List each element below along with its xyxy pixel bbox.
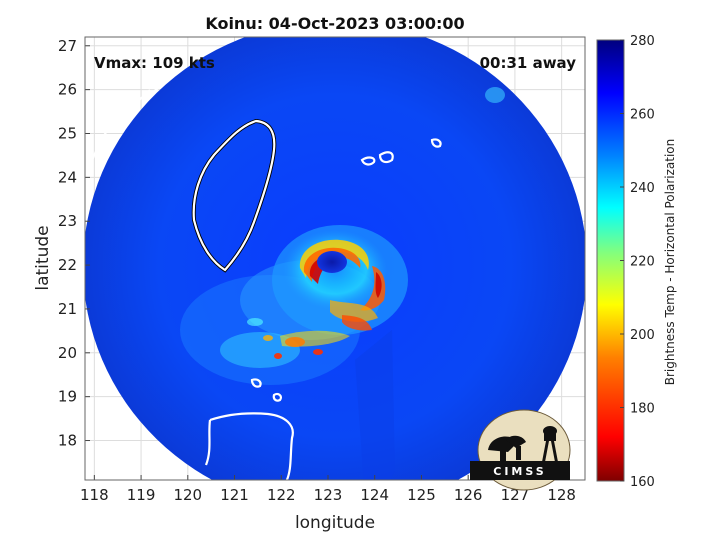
colorbar-tick-label: 200 bbox=[630, 328, 655, 343]
y-tick-label: 25 bbox=[58, 124, 77, 142]
brightness-temp-swath bbox=[85, 37, 585, 480]
x-tick-label: 121 bbox=[220, 486, 249, 504]
rainband-cell bbox=[313, 349, 323, 355]
x-axis: 118 119 120 121 122 123 124 125 126 127 128 bbox=[80, 475, 576, 504]
colorbar-tick-label: 160 bbox=[630, 475, 655, 490]
y-tick-label: 27 bbox=[58, 37, 77, 55]
eyewall-red bbox=[375, 272, 382, 298]
x-tick-label: 128 bbox=[547, 486, 576, 504]
logo-text: CIMSS bbox=[493, 465, 546, 478]
y-tick-label: 24 bbox=[58, 168, 77, 186]
cloud-band bbox=[220, 332, 300, 368]
y-axis: 18 19 20 21 22 23 24 25 26 27 bbox=[58, 37, 90, 450]
storm-eye bbox=[317, 251, 347, 273]
y-tick-label: 23 bbox=[58, 212, 77, 230]
colorbar-tick-label: 180 bbox=[630, 402, 655, 417]
swath-seam bbox=[355, 330, 395, 480]
y-tick-label: 21 bbox=[58, 300, 77, 318]
colorbar-tick-label: 240 bbox=[630, 181, 655, 196]
colorbar-tick-label: 280 bbox=[630, 34, 655, 49]
rainband-cell bbox=[285, 337, 305, 347]
coastlines bbox=[88, 60, 574, 480]
batanes-islands bbox=[250, 378, 282, 402]
x-tick-label: 119 bbox=[127, 486, 156, 504]
taiwan-outline bbox=[192, 119, 276, 272]
eyewall-yellow bbox=[299, 239, 369, 278]
x-axis-label: longitude bbox=[295, 513, 375, 533]
x-tick-label: 127 bbox=[501, 486, 530, 504]
x-tick-label: 123 bbox=[314, 486, 343, 504]
logo-banner bbox=[470, 461, 570, 480]
x-tick-label: 118 bbox=[80, 486, 109, 504]
luzon-outline bbox=[204, 412, 294, 480]
rainband-cell bbox=[274, 353, 282, 359]
x-tick-label: 126 bbox=[454, 486, 483, 504]
colorbar-tick-label: 260 bbox=[630, 108, 655, 123]
y-tick-label: 20 bbox=[58, 344, 77, 362]
x-tick-label: 125 bbox=[407, 486, 436, 504]
colorbar-ticks: 160 180 200 220 240 260 280 bbox=[620, 34, 655, 490]
eyewall-orange bbox=[303, 247, 361, 282]
x-tick-label: 120 bbox=[173, 486, 202, 504]
time-offset-annotation: 00:31 away bbox=[480, 54, 577, 72]
logo-tower-icon bbox=[542, 426, 558, 462]
rainband-cell bbox=[247, 318, 263, 326]
y-axis-label: latitude bbox=[33, 225, 53, 290]
plot-frame bbox=[84, 36, 586, 481]
rainband-cell bbox=[263, 335, 273, 341]
colorbar-tick-label: 220 bbox=[630, 255, 655, 270]
cloud-band bbox=[485, 87, 505, 103]
x-tick-label: 124 bbox=[360, 486, 389, 504]
rainband-red bbox=[342, 315, 372, 331]
china-coast bbox=[88, 81, 166, 166]
x-tick-label: 122 bbox=[267, 486, 296, 504]
ryukyu-islands bbox=[360, 151, 394, 166]
y-tick-label: 18 bbox=[58, 432, 77, 450]
logo-radar-icon bbox=[488, 435, 526, 462]
eyewall-red bbox=[309, 255, 336, 284]
y-tick-label: 19 bbox=[58, 388, 77, 406]
y-tick-label: 22 bbox=[58, 256, 77, 274]
y-tick-label: 26 bbox=[58, 81, 77, 99]
ryukyu-islands bbox=[539, 60, 574, 87]
colorbar-label: Brightness Temp - Horizontal Polarizatio… bbox=[663, 139, 677, 386]
cimss-logo: CIMSS bbox=[470, 409, 571, 491]
ryukyu-islands bbox=[430, 138, 442, 148]
colorbar bbox=[596, 39, 625, 482]
chart-title: Koinu: 04-Oct-2023 03:00:00 bbox=[205, 14, 464, 33]
vmax-annotation: Vmax: 109 kts bbox=[94, 54, 215, 72]
